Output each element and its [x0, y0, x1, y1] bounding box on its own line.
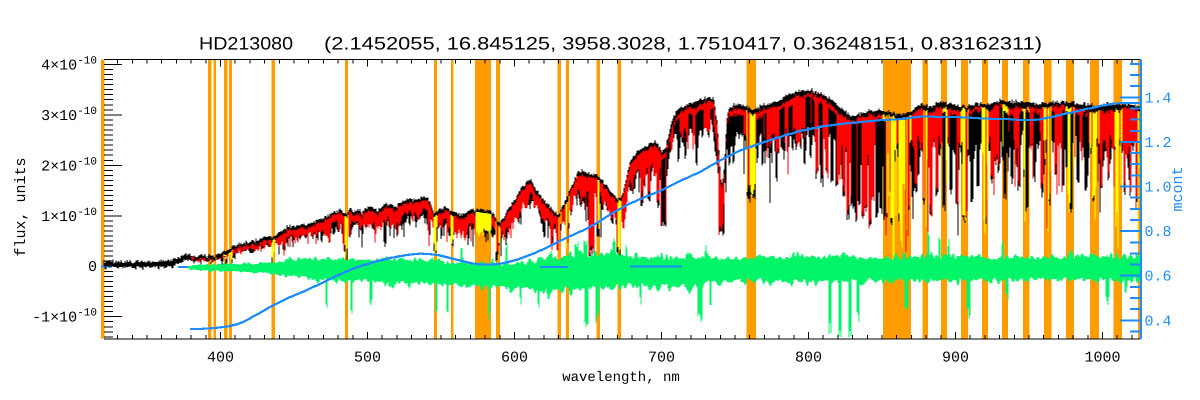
svg-text:1.4: 1.4: [1145, 90, 1172, 107]
svg-text:400: 400: [207, 350, 234, 367]
svg-text:(2.1452055, 16.845125, 3958.30: (2.1452055, 16.845125, 3958.3028, 1.7510…: [324, 34, 1042, 54]
svg-text:500: 500: [354, 350, 381, 367]
svg-text:800: 800: [795, 350, 822, 367]
svg-text:0.4: 0.4: [1145, 313, 1172, 330]
svg-text:600: 600: [501, 350, 528, 367]
svg-text:mcont: mcont: [1170, 166, 1187, 211]
svg-text:HD213080: HD213080: [199, 34, 293, 54]
svg-text:0.8: 0.8: [1145, 224, 1172, 241]
svg-text:1000: 1000: [1084, 350, 1120, 367]
svg-text:900: 900: [942, 350, 969, 367]
svg-text:1.2: 1.2: [1145, 135, 1172, 152]
svg-text:700: 700: [648, 350, 675, 367]
svg-text:0: 0: [88, 259, 97, 276]
svg-text:1.0: 1.0: [1145, 180, 1172, 197]
svg-text:flux, units: flux, units: [13, 157, 30, 256]
svg-text:0.6: 0.6: [1145, 269, 1172, 286]
svg-text:wavelength, nm: wavelength, nm: [562, 370, 680, 386]
